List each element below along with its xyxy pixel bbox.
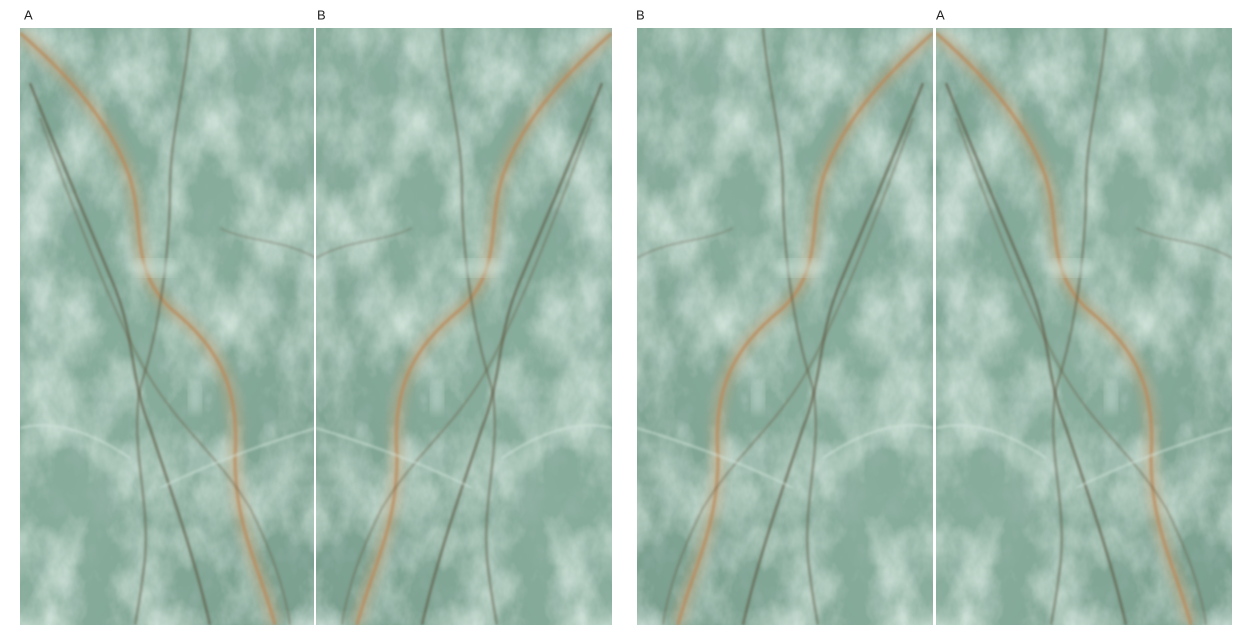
- panel-label: A: [24, 7, 33, 22]
- panel-label: B: [317, 7, 326, 22]
- panel-label: B: [636, 7, 645, 22]
- panel-a: [936, 28, 1232, 625]
- panel-b: [316, 28, 612, 625]
- panel-label: A: [936, 7, 945, 22]
- panel-b: [637, 28, 933, 625]
- panel-a: [20, 28, 316, 625]
